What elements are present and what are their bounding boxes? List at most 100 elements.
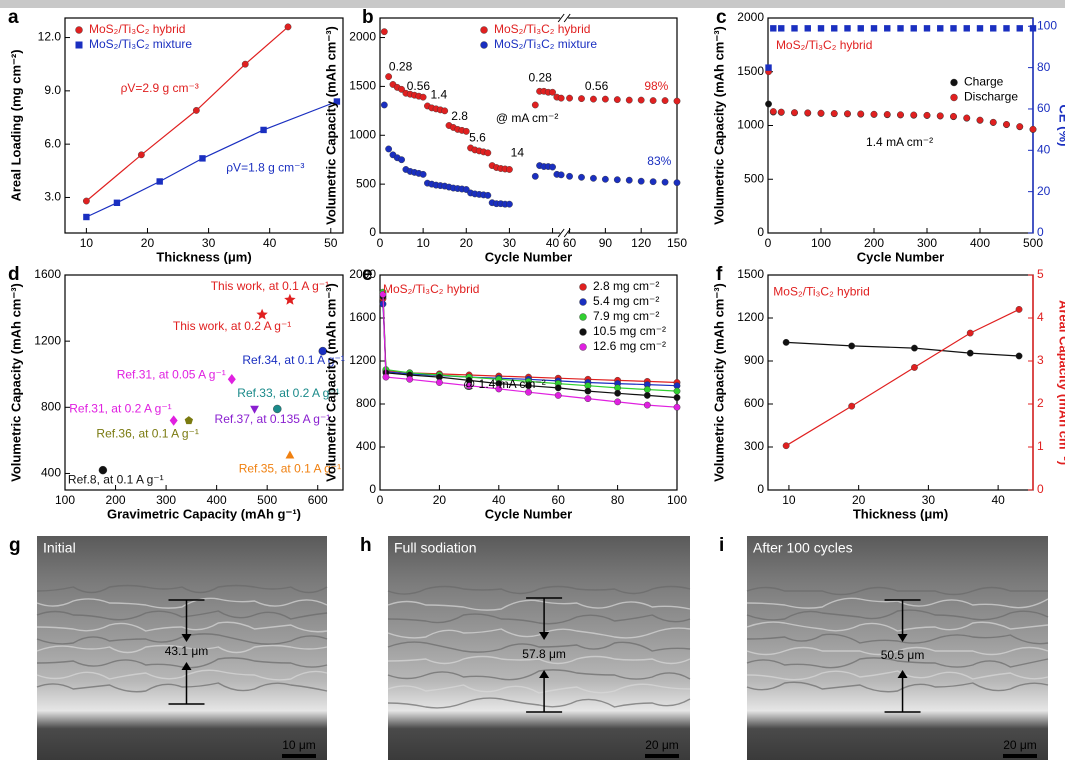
data-point xyxy=(419,171,427,178)
data-point xyxy=(557,171,565,179)
data-point xyxy=(250,405,259,414)
y-tick-label: 1500 xyxy=(737,267,764,281)
x-tick-label: 60 xyxy=(563,236,577,250)
data-point xyxy=(385,145,393,153)
sem-layer xyxy=(746,657,1049,669)
x-tick-label: 30 xyxy=(922,493,936,507)
data-point xyxy=(870,25,878,32)
sem-layer xyxy=(387,683,691,694)
x-tick-label: 40 xyxy=(991,493,1005,507)
data-point xyxy=(525,382,532,390)
data-point xyxy=(625,176,633,184)
data-point xyxy=(883,111,891,118)
data-point xyxy=(506,166,513,173)
data-point xyxy=(963,25,970,32)
data-point xyxy=(950,25,957,32)
data-point xyxy=(465,382,473,390)
legend-marker xyxy=(480,26,488,34)
x-tick-label: 40 xyxy=(263,236,277,250)
x-tick-label: 50 xyxy=(324,236,338,250)
x-tick-label: 10 xyxy=(416,236,430,250)
x-axis-label: Thickness (μm) xyxy=(853,506,948,521)
data-point xyxy=(923,111,931,119)
x-tick-label: 600 xyxy=(308,493,328,507)
y-tick-label: 1000 xyxy=(349,127,376,141)
data-point xyxy=(673,387,681,395)
data-point xyxy=(531,101,539,109)
data-point xyxy=(385,73,393,80)
data-point xyxy=(495,385,503,393)
y2-tick-label: 1 xyxy=(1037,439,1044,453)
data-point xyxy=(769,108,777,115)
x-tick-label: 40 xyxy=(492,493,506,507)
data-point xyxy=(936,112,944,120)
x-tick-label: 60 xyxy=(552,493,566,507)
legend-label: Charge xyxy=(964,75,1004,89)
data-point xyxy=(848,402,856,410)
data-point xyxy=(557,94,565,102)
x-tick-label: 500 xyxy=(257,493,277,507)
sem-photo xyxy=(388,536,690,760)
data-point xyxy=(578,173,585,181)
legend-marker xyxy=(579,298,587,306)
sem-layer xyxy=(746,633,1049,645)
data-point xyxy=(554,384,562,392)
thickness-label: 50.5 μm xyxy=(881,648,925,662)
plot-frame xyxy=(64,274,344,491)
chart-panel: a 10 20 30 40 50 3.0 6.0 9.0 12.0 Thickness (μm) Ar… xyxy=(8,7,344,264)
series-line xyxy=(382,296,678,399)
series-line xyxy=(86,26,289,202)
data-point xyxy=(462,128,470,135)
data-point xyxy=(1029,25,1037,32)
data-point xyxy=(590,95,597,103)
arrow-head xyxy=(897,670,908,678)
data-point xyxy=(966,329,974,337)
data-point xyxy=(649,97,657,104)
data-point xyxy=(98,465,108,475)
x-tick-label: 0 xyxy=(765,236,772,250)
x-tick-label: 0 xyxy=(377,236,384,250)
scale-bar xyxy=(1003,754,1037,758)
data-point xyxy=(966,349,974,357)
data-point xyxy=(673,97,681,105)
data-point xyxy=(770,25,777,32)
data-point xyxy=(804,109,812,117)
data-point xyxy=(831,25,838,32)
legend-label: 5.4 mg cm⁻² xyxy=(593,294,659,308)
legend-marker xyxy=(950,93,958,102)
arrow-head xyxy=(181,634,192,642)
annotation: 5.6 xyxy=(469,131,486,145)
chart-panel: b0 10 20 30 40 60 90 120 1500500100015002000Cycl… xyxy=(323,7,687,264)
annotation: 2.8 xyxy=(451,109,468,123)
y-tick-label: 400 xyxy=(41,466,61,480)
y-tick-label: 900 xyxy=(744,353,764,367)
data-point xyxy=(584,387,592,395)
legend-marker xyxy=(480,41,488,49)
data-point xyxy=(156,178,163,185)
annotation: 1.4 xyxy=(430,88,447,102)
x-tick-label: 300 xyxy=(917,236,937,250)
scale-bar xyxy=(645,754,679,758)
data-point xyxy=(910,111,918,119)
series-line xyxy=(86,100,338,218)
y-tick-label: 1200 xyxy=(737,310,764,324)
y-axis-label: Volumetric Capacity (mAh cm⁻³) xyxy=(323,283,338,482)
data-point xyxy=(643,392,651,399)
data-point xyxy=(184,416,193,425)
x-tick-label: 100 xyxy=(667,493,687,507)
chart-panel: d 100 200 300 400 500 600 400 800 1200 1600 Gravime… xyxy=(8,264,345,521)
y-tick-label: 9.0 xyxy=(44,83,61,97)
data-point xyxy=(791,109,798,116)
data-point xyxy=(989,118,997,126)
x-tick-label: 0 xyxy=(377,493,384,507)
data-point xyxy=(897,25,904,32)
data-point xyxy=(830,110,838,117)
annotation: 0.28 xyxy=(529,70,553,84)
data-point xyxy=(333,98,341,105)
panel-letter: i xyxy=(719,535,724,556)
sem-layer xyxy=(387,655,691,665)
data-point xyxy=(643,401,651,409)
arrow-head xyxy=(181,662,192,670)
data-point xyxy=(531,172,539,180)
annotation: @ mA cm⁻² xyxy=(496,111,559,125)
